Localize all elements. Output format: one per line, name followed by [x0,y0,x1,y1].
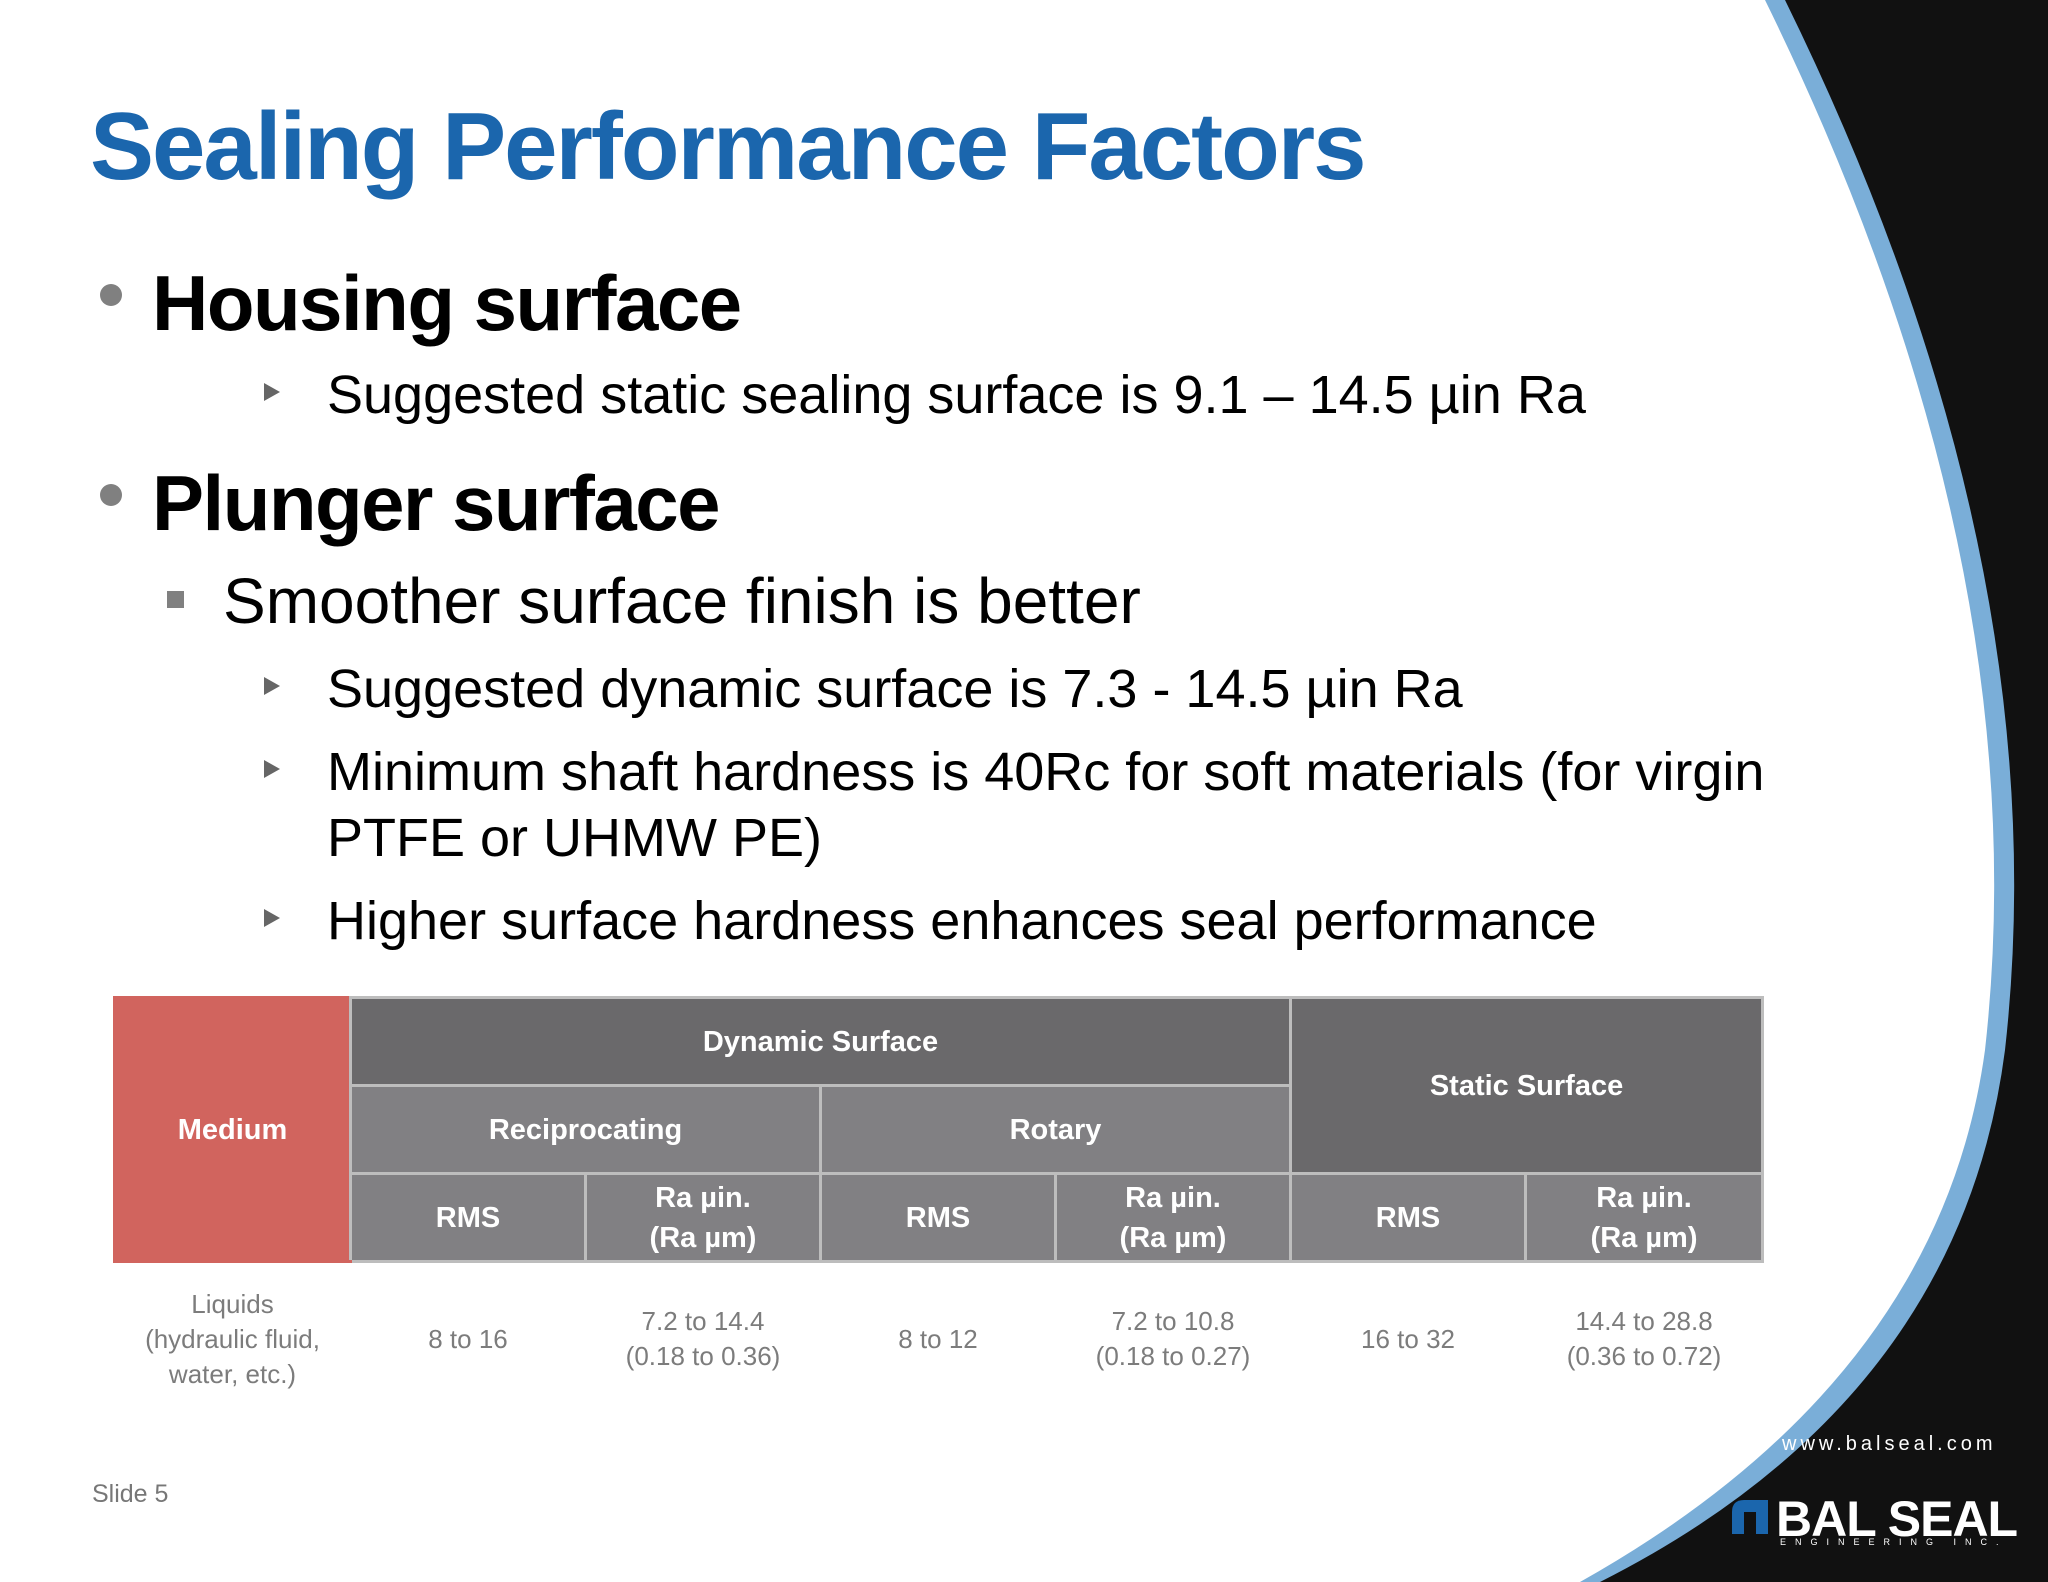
plunger-sub-item: Minimum shaft hardness is 40Rc for soft … [327,742,1765,868]
header-ra-line: (Ra µm) [1590,1221,1698,1254]
housing-sub-item: Suggested static sealing surface is 9.1 … [327,365,1586,425]
header-ra-line: (Ra µm) [649,1221,757,1254]
header-dynamic-surface: Dynamic Surface [348,996,1293,1087]
website-link[interactable]: www.balseal.com [1782,1433,1997,1455]
cell-line: (hydraulic fluid, [145,1323,320,1354]
cell-static-ra: 14.4 to 28.8 (0.36 to 0.72) [1525,1261,1763,1416]
header-static-surface: Static Surface [1289,996,1765,1175]
header-rotary: Rotary [818,1084,1293,1175]
housing-heading: Housing surface [152,259,742,347]
arrow-bullet-icon [264,760,280,778]
logo-mark-icon [1732,1500,1768,1534]
plunger-sub-item: Suggested dynamic surface is 7.3 - 14.5 … [327,659,1463,719]
cell-recip-ra: 7.2 to 14.4 (0.18 to 0.36) [585,1261,821,1416]
cell-recip-rms: 8 to 16 [350,1261,586,1416]
header-ra-line: Ra µin. [1125,1181,1221,1214]
header-ra: Ra µin. (Ra µm) [584,1172,822,1263]
surface-finish-table: Medium Dynamic Surface Static Surface Re… [113,996,1765,1416]
cell-rotary-ra: 7.2 to 10.8 (0.18 to 0.27) [1055,1261,1291,1416]
bullet-dot [100,284,122,306]
cell-static-rms: 16 to 32 [1290,1261,1526,1416]
logo-subtitle: ENGINEERING INC. [1780,1537,2008,1547]
header-reciprocating: Reciprocating [349,1084,822,1175]
header-ra-line: Ra µin. [655,1181,751,1214]
cell-line: Liquids [191,1288,274,1319]
cell-line: 7.2 to 14.4 [641,1306,765,1337]
cell-line: 7.2 to 10.8 [1111,1306,1235,1337]
header-ra: Ra µin. (Ra µm) [1524,1172,1765,1263]
arrow-bullet-icon [264,383,280,401]
cell-line: (0.18 to 0.36) [625,1341,781,1372]
plunger-heading: Plunger surface [152,459,721,547]
header-rms: RMS [819,1172,1057,1263]
slide-number: Slide 5 [92,1480,169,1508]
plunger-sub-item: Higher surface hardness enhances seal pe… [327,891,1597,951]
cell-line: (0.18 to 0.27) [1095,1341,1251,1372]
arrow-bullet-icon [264,677,280,695]
cell-rotary-rms: 8 to 12 [820,1261,1056,1416]
cell-medium: Liquids (hydraulic fluid, water, etc.) [114,1261,351,1416]
header-medium: Medium [113,996,352,1263]
bal-seal-logo: BAL SEAL ENGINEERING INC. [1730,1490,2020,1550]
arrow-bullet-icon [264,909,280,927]
logo-wordmark: BAL SEAL [1776,1491,2018,1547]
header-ra-line: Ra µin. [1596,1181,1692,1214]
cell-line: water, etc.) [168,1358,297,1389]
bullet-dot [100,484,122,506]
table-row: Liquids (hydraulic fluid, water, etc.) 8… [114,1261,1763,1416]
plunger-point: Smoother surface finish is better [223,565,1141,637]
header-rms: RMS [1289,1172,1528,1263]
slide-title: Sealing Performance Factors [90,93,1366,200]
header-ra-line: (Ra µm) [1119,1221,1227,1254]
header-ra: Ra µin. (Ra µm) [1053,1172,1293,1263]
cell-line: 14.4 to 28.8 [1575,1306,1713,1337]
square-bullet-icon [167,591,184,608]
header-rms: RMS [349,1172,587,1263]
cell-line: (0.36 to 0.72) [1566,1341,1722,1372]
